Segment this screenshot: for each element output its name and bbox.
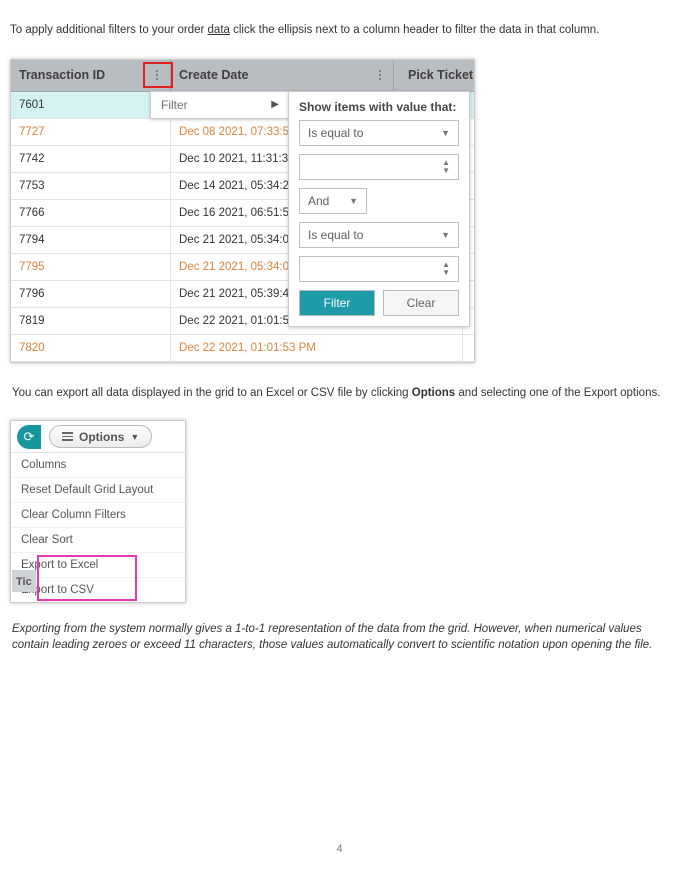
menu-item[interactable]: Export to Excel	[11, 552, 185, 577]
page-number: 4	[10, 843, 669, 855]
export-bold: Options	[412, 387, 455, 399]
filter-grid-screenshot: Transaction ID Create Date Pick Ticket I…	[10, 59, 475, 363]
chevron-down-icon: ▼	[349, 196, 358, 206]
options-menu-list: ColumnsReset Default Grid LayoutClear Co…	[11, 453, 185, 602]
filter-flyout[interactable]: Filter ▶	[150, 91, 290, 119]
stepper-icon[interactable]: ▲▼	[442, 159, 450, 175]
options-button[interactable]: Options ▼	[49, 425, 152, 448]
header-pick-ticket[interactable]: Pick Ticket I	[394, 60, 474, 91]
refresh-button[interactable]: ⟳	[17, 425, 41, 449]
ellipsis-icon[interactable]	[375, 65, 385, 85]
chevron-down-icon: ▼	[441, 230, 450, 240]
filter-panel-title: Show items with value that:	[299, 100, 459, 114]
cell-transaction-id: 7727	[11, 119, 171, 145]
intro-underlined: data	[208, 24, 230, 36]
cell-transaction-id: 7766	[11, 200, 171, 226]
menu-item[interactable]: Clear Sort	[11, 527, 185, 552]
export-suffix: and selecting one of the Export options.	[455, 387, 660, 399]
menu-item[interactable]: Reset Default Grid Layout	[11, 477, 185, 502]
clear-button[interactable]: Clear	[383, 290, 459, 316]
cell-transaction-id: 7796	[11, 281, 171, 307]
operator-2-select[interactable]: Is equal to ▼	[299, 222, 459, 248]
table-row[interactable]: 7820Dec 22 2021, 01:01:53 PM	[11, 335, 474, 362]
cell-transaction-id: 7753	[11, 173, 171, 199]
menu-item[interactable]: Columns	[11, 453, 185, 477]
cell-transaction-id: 7795	[11, 254, 171, 280]
menu-item[interactable]: Clear Column Filters	[11, 502, 185, 527]
export-paragraph: You can export all data displayed in the…	[12, 385, 667, 402]
intro-prefix: To apply additional filters to your orde…	[10, 24, 208, 36]
logic-select[interactable]: And ▼	[299, 188, 367, 214]
export-prefix: You can export all data displayed in the…	[12, 387, 412, 399]
menu-item[interactable]: Export to CSV	[11, 577, 185, 602]
options-button-label: Options	[79, 430, 124, 444]
grid-header-stub: Tic	[12, 570, 36, 592]
intro-paragraph: To apply additional filters to your orde…	[10, 22, 669, 39]
export-note: Exporting from the system normally gives…	[12, 621, 667, 653]
cell-create-date: Dec 22 2021, 01:01:53 PM	[171, 335, 462, 361]
header-pick-ticket-label: Pick Ticket I	[408, 68, 474, 82]
filter-flyout-label: Filter	[161, 98, 188, 112]
header-transaction-id-label: Transaction ID	[19, 68, 105, 82]
operator-1-label: Is equal to	[308, 126, 363, 140]
filter-button[interactable]: Filter	[299, 290, 375, 316]
operator-2-label: Is equal to	[308, 228, 363, 242]
ellipsis-icon[interactable]	[152, 65, 162, 85]
cell-transaction-id: 7820	[11, 335, 171, 361]
toolbar: ⟳ Options ▼	[11, 421, 185, 453]
cell-pick-ticket	[462, 335, 474, 361]
cell-transaction-id: 7601	[11, 92, 171, 118]
chevron-right-icon: ▶	[271, 99, 279, 110]
cell-transaction-id: 7794	[11, 227, 171, 253]
column-header-row: Transaction ID Create Date Pick Ticket I	[11, 60, 474, 92]
refresh-icon: ⟳	[24, 429, 35, 445]
value-2-input[interactable]: ▲▼	[299, 256, 459, 282]
stepper-icon[interactable]: ▲▼	[442, 261, 450, 277]
operator-1-select[interactable]: Is equal to ▼	[299, 120, 459, 146]
filter-panel: Show items with value that: Is equal to …	[288, 91, 470, 327]
logic-label: And	[308, 194, 329, 208]
header-transaction-id[interactable]: Transaction ID	[11, 60, 171, 91]
cell-transaction-id: 7819	[11, 308, 171, 334]
chevron-down-icon: ▼	[441, 128, 450, 138]
chevron-down-icon: ▼	[130, 432, 139, 442]
options-menu-screenshot: ⟳ Options ▼ ColumnsReset Default Grid La…	[10, 420, 186, 603]
value-1-input[interactable]: ▲▼	[299, 154, 459, 180]
cell-transaction-id: 7742	[11, 146, 171, 172]
hamburger-icon	[62, 432, 73, 441]
header-create-date-label: Create Date	[179, 68, 248, 82]
intro-suffix: click the ellipsis next to a column head…	[230, 24, 599, 36]
header-create-date[interactable]: Create Date	[171, 60, 394, 91]
